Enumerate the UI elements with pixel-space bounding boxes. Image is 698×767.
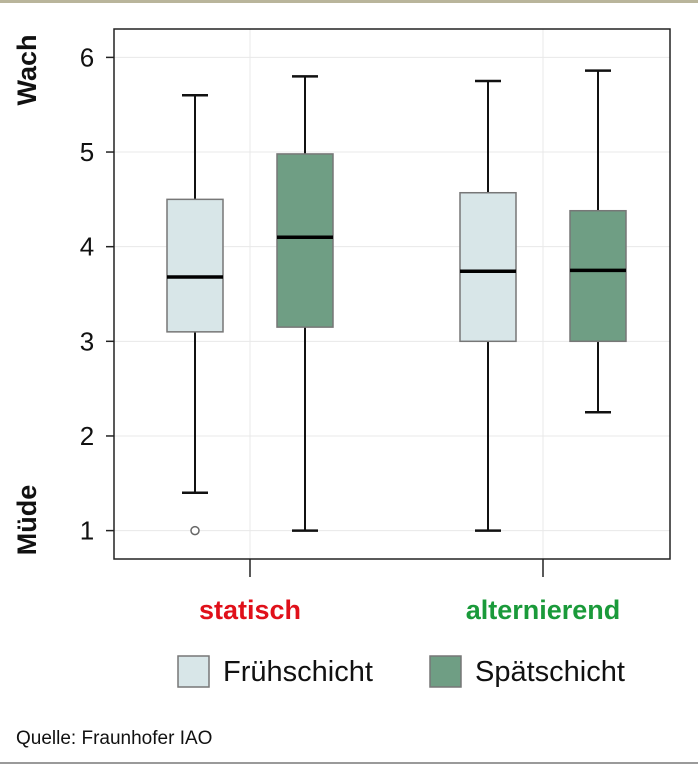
legend-label: Frühschicht (223, 656, 373, 688)
iqr-box (166, 198, 224, 333)
category-label: alternierend (466, 595, 621, 625)
y-tick-label: 2 (80, 421, 94, 451)
iqr-box (459, 191, 517, 343)
y-tick-label: 6 (80, 42, 94, 72)
box-0-1 (459, 79, 517, 532)
plot-border (113, 28, 671, 560)
bottom-divider (0, 762, 698, 764)
outlier-point (190, 525, 200, 536)
box-0-0 (166, 94, 224, 536)
y-label-bottom: Müde (12, 485, 42, 556)
y-tick-label: 5 (80, 137, 94, 167)
iqr-box (569, 209, 627, 343)
legend-swatch (177, 655, 210, 688)
legend-label: Spätschicht (475, 656, 625, 688)
y-tick-label: 4 (80, 232, 94, 262)
box-1-0 (276, 75, 334, 532)
source-caption: Quelle: Fraunhofer IAO (16, 728, 213, 749)
y-tick-label: 3 (80, 326, 94, 356)
y-label-top: Wach (12, 34, 42, 105)
category-label: statisch (199, 595, 301, 625)
legend-swatch (429, 655, 462, 688)
top-divider (0, 0, 698, 3)
iqr-box (276, 153, 334, 328)
y-tick-label: 1 (80, 516, 94, 546)
box-1-1 (569, 69, 627, 414)
